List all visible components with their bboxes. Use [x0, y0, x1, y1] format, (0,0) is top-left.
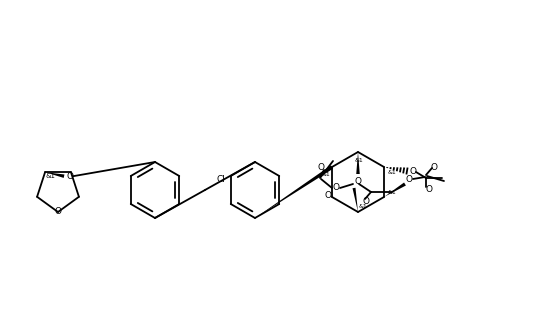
Text: O: O [332, 184, 339, 192]
Text: O: O [355, 177, 362, 185]
Text: O: O [405, 174, 412, 184]
Text: O: O [430, 163, 437, 171]
Text: &1: &1 [358, 204, 367, 210]
Text: &1: &1 [45, 173, 55, 179]
Polygon shape [384, 183, 406, 197]
Text: Cl: Cl [217, 174, 225, 184]
Text: O: O [362, 197, 369, 206]
Polygon shape [356, 152, 360, 174]
Text: &1: &1 [388, 170, 397, 174]
Text: O: O [425, 185, 432, 195]
Text: O: O [54, 208, 61, 217]
Text: O: O [66, 172, 73, 181]
Polygon shape [45, 172, 64, 178]
Text: O: O [410, 166, 417, 176]
Text: &1: &1 [355, 158, 363, 163]
Text: O: O [318, 164, 325, 172]
Text: O: O [325, 191, 331, 199]
Polygon shape [255, 165, 333, 218]
Text: &1: &1 [388, 191, 397, 196]
Text: &1: &1 [322, 171, 330, 177]
Polygon shape [353, 188, 358, 212]
